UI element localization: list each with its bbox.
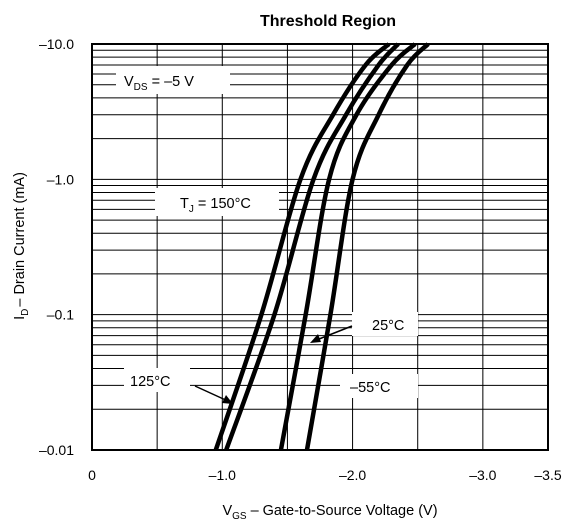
series-line-2: [278, 42, 417, 451]
arrow-25c-head: [310, 334, 321, 343]
x-tick-label: –3.0: [469, 467, 496, 483]
vds-condition-label: VDS = –5 V: [124, 74, 194, 93]
y-tick-label: –1.0: [47, 171, 74, 187]
series-line-0: [213, 42, 391, 451]
x-tick-label: –3.5: [534, 467, 561, 483]
label-m55c-bg: [340, 374, 418, 398]
x-axis-label: VGS – Gate-to-Source Voltage (V): [222, 503, 437, 522]
series-label-m55c: –55°C: [350, 380, 390, 396]
label-25c-bg: [352, 312, 418, 336]
series-line-3: [304, 42, 430, 451]
vds-label-bg: [116, 66, 230, 94]
y-tick-label: –0.1: [47, 307, 74, 323]
plot-frame: [91, 43, 549, 451]
series-line-1: [224, 42, 400, 451]
series-label-125c: 125°C: [130, 374, 170, 390]
x-tick-label: –1.0: [209, 467, 236, 483]
y-tick-label: –10.0: [39, 36, 74, 52]
y-axis-label: ID– Drain Current (mA): [12, 172, 31, 320]
y-tick-label: –0.01: [39, 442, 74, 458]
series-label-25c: 25°C: [372, 318, 404, 334]
chart-title: Threshold Region: [260, 13, 396, 30]
x-tick-label: –2.0: [339, 467, 366, 483]
tick-labels: 0 –1.0 –2.0 –3.0 –3.5 –10.0 –1.0 –0.1 –0.01: [39, 36, 562, 483]
label-125c-bg: [124, 368, 190, 392]
series-label-150c: TJ = 150°C: [180, 196, 251, 215]
tj-label-bg: [155, 188, 279, 216]
arrow-125c-head: [222, 395, 233, 404]
x-tick-label: 0: [88, 467, 96, 483]
series-layer: [213, 42, 430, 451]
arrow-25c-line: [313, 325, 353, 342]
